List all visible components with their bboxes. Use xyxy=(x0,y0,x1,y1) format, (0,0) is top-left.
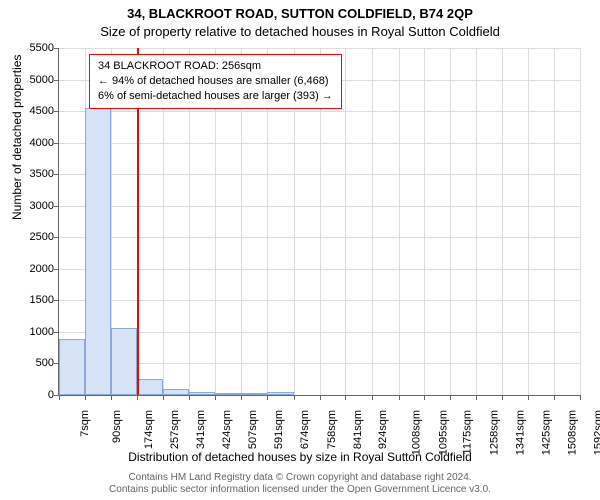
ytick-label: 4500 xyxy=(14,105,54,117)
xtick-label: 841sqm xyxy=(352,410,364,449)
gridline-v xyxy=(424,48,425,395)
footer-attribution: Contains HM Land Registry data © Crown c… xyxy=(0,472,600,496)
histogram-bar xyxy=(163,389,189,395)
xtick-label: 1425sqm xyxy=(540,410,552,455)
xtick-label: 257sqm xyxy=(169,410,181,449)
xtick-mark xyxy=(267,395,268,400)
ytick-mark xyxy=(54,269,59,270)
xtick-mark xyxy=(137,395,138,400)
xtick-mark xyxy=(320,395,321,400)
xtick-mark xyxy=(399,395,400,400)
xtick-mark xyxy=(241,395,242,400)
xtick-mark xyxy=(111,395,112,400)
histogram-bar xyxy=(241,393,267,395)
chart-title-description: Size of property relative to detached ho… xyxy=(0,24,600,39)
ytick-mark xyxy=(54,174,59,175)
xtick-mark xyxy=(85,395,86,400)
histogram-bar xyxy=(59,339,85,395)
ytick-label: 2500 xyxy=(14,231,54,243)
xtick-label: 591sqm xyxy=(274,410,286,449)
ytick-mark xyxy=(54,143,59,144)
ytick-mark xyxy=(54,332,59,333)
xtick-mark xyxy=(215,395,216,400)
ytick-label: 3500 xyxy=(14,168,54,180)
footer-line2: Contains public sector information licen… xyxy=(0,484,600,496)
ytick-mark xyxy=(54,80,59,81)
chart-container: 34, BLACKROOT ROAD, SUTTON COLDFIELD, B7… xyxy=(0,0,600,500)
xtick-label: 424sqm xyxy=(221,410,233,449)
xtick-label: 758sqm xyxy=(326,410,338,449)
ytick-mark xyxy=(54,48,59,49)
ytick-label: 500 xyxy=(14,357,54,369)
xtick-mark xyxy=(554,395,555,400)
ytick-label: 0 xyxy=(14,389,54,401)
ytick-label: 3000 xyxy=(14,200,54,212)
xtick-label: 7sqm xyxy=(79,410,91,437)
xtick-mark xyxy=(189,395,190,400)
ytick-label: 2000 xyxy=(14,263,54,275)
ytick-label: 4000 xyxy=(14,137,54,149)
gridline-v xyxy=(372,48,373,395)
xtick-label: 674sqm xyxy=(299,410,311,449)
xtick-label: 341sqm xyxy=(195,410,207,449)
ytick-mark xyxy=(54,111,59,112)
xtick-mark xyxy=(580,395,581,400)
xtick-label: 1095sqm xyxy=(437,410,449,455)
gridline-v xyxy=(476,48,477,395)
xtick-mark xyxy=(294,395,295,400)
xtick-mark xyxy=(450,395,451,400)
gridline-v xyxy=(345,48,346,395)
ytick-mark xyxy=(54,300,59,301)
plot-area: 34 BLACKROOT ROAD: 256sqm ← 94% of detac… xyxy=(58,48,580,396)
xtick-mark xyxy=(528,395,529,400)
ytick-mark xyxy=(54,237,59,238)
xtick-label: 1258sqm xyxy=(488,410,500,455)
xtick-label: 1175sqm xyxy=(461,410,473,454)
xtick-mark xyxy=(424,395,425,400)
gridline-v xyxy=(528,48,529,395)
xtick-mark xyxy=(345,395,346,400)
info-box-line1: 34 BLACKROOT ROAD: 256sqm xyxy=(98,59,333,74)
xtick-label: 90sqm xyxy=(111,410,123,443)
xtick-mark xyxy=(163,395,164,400)
histogram-bar xyxy=(85,108,111,395)
histogram-bar xyxy=(111,328,137,395)
ytick-label: 5500 xyxy=(14,42,54,54)
gridline-v xyxy=(399,48,400,395)
ytick-mark xyxy=(54,206,59,207)
ytick-label: 5000 xyxy=(14,74,54,86)
histogram-bar xyxy=(137,379,163,395)
info-box: 34 BLACKROOT ROAD: 256sqm ← 94% of detac… xyxy=(89,54,342,109)
xtick-label: 507sqm xyxy=(247,410,259,449)
xtick-label: 1592sqm xyxy=(592,410,600,455)
gridline-v xyxy=(450,48,451,395)
xtick-mark xyxy=(59,395,60,400)
gridline-v xyxy=(554,48,555,395)
xtick-label: 924sqm xyxy=(378,410,390,449)
xtick-label: 1008sqm xyxy=(410,410,422,455)
gridline-v xyxy=(580,48,581,395)
xtick-label: 174sqm xyxy=(143,410,155,449)
ytick-label: 1500 xyxy=(14,294,54,306)
chart-title-address: 34, BLACKROOT ROAD, SUTTON COLDFIELD, B7… xyxy=(0,6,600,21)
footer-line1: Contains HM Land Registry data © Crown c… xyxy=(0,472,600,484)
info-box-line3: 6% of semi-detached houses are larger (3… xyxy=(98,89,333,104)
histogram-bar xyxy=(189,392,215,395)
x-axis-label: Distribution of detached houses by size … xyxy=(0,450,600,464)
histogram-bar xyxy=(267,392,293,395)
gridline-v xyxy=(502,48,503,395)
xtick-mark xyxy=(502,395,503,400)
ytick-label: 1000 xyxy=(14,326,54,338)
xtick-mark xyxy=(476,395,477,400)
xtick-label: 1508sqm xyxy=(566,410,578,455)
histogram-bar xyxy=(215,393,241,395)
info-box-line2: ← 94% of detached houses are smaller (6,… xyxy=(98,74,333,89)
xtick-mark xyxy=(372,395,373,400)
xtick-label: 1341sqm xyxy=(514,410,526,455)
